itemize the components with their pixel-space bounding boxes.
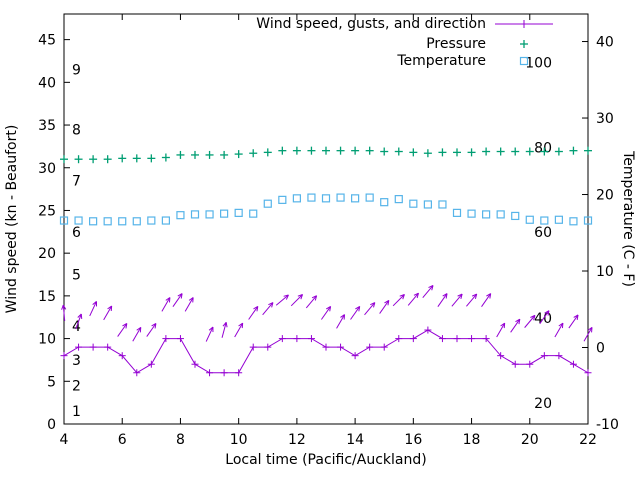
- beaufort-label: 8: [72, 122, 81, 138]
- y-left-tick-label: 10: [38, 332, 56, 348]
- y-left-tick-label: 25: [38, 203, 56, 219]
- fahrenheit-label: 100: [525, 55, 552, 71]
- y-right-tick-label: -10: [596, 417, 619, 433]
- y-left-tick-label: 30: [38, 161, 56, 177]
- x-tick-label: 20: [521, 432, 539, 448]
- fahrenheit-label: 60: [534, 225, 552, 241]
- y-right-tick-label: 30: [596, 111, 614, 127]
- gust-direction-arrows: [61, 285, 593, 342]
- y-right-tick-label: 20: [596, 188, 614, 204]
- plot-border-and-ticks: [63, 13, 589, 425]
- y-right-tick-label: 0: [596, 341, 605, 357]
- beaufort-label: 7: [72, 174, 81, 190]
- beaufort-label: 9: [72, 63, 81, 79]
- y-right-axis-title: Temperature (C - F): [620, 150, 636, 287]
- y-right-tick-label: 10: [596, 264, 614, 280]
- legend: Wind speed, gusts, and direction Pressure…: [256, 16, 553, 69]
- x-tick-label: 6: [118, 432, 127, 448]
- x-tick-label: 14: [346, 432, 364, 448]
- legend-label: Pressure: [426, 36, 486, 52]
- y-left-tick-label: 15: [38, 289, 56, 305]
- beaufort-label: 3: [72, 353, 81, 369]
- y-left-tick-label: 0: [47, 417, 56, 433]
- y-right-tick-label: 40: [596, 35, 614, 51]
- x-tick-label: 10: [230, 432, 248, 448]
- x-tick-label: 4: [60, 432, 69, 448]
- x-tick-label: 22: [579, 432, 597, 448]
- y-left-tick-label: 45: [38, 33, 56, 49]
- wind-speed-series: [60, 326, 592, 377]
- legend-square-marker: [519, 56, 529, 66]
- legend-label: Wind speed, gusts, and direction: [256, 16, 486, 32]
- fahrenheit-scale-labels: 20406080100: [525, 55, 552, 411]
- temperature-series: [59, 193, 593, 226]
- y-left-tick-label: 20: [38, 246, 56, 262]
- x-tick-label: 12: [288, 432, 306, 448]
- y-axis-left: 0 5 10 15 20 25 30 35 40 45: [38, 33, 70, 433]
- legend-label: Temperature: [396, 53, 486, 69]
- y-axis-right: -10 0 10 20 30 40: [582, 35, 619, 433]
- pressure-series: [60, 146, 592, 164]
- y-left-axis-title: Wind speed (kn - Beaufort): [4, 125, 20, 314]
- beaufort-label: 6: [72, 225, 81, 241]
- x-tick-label: 16: [404, 432, 422, 448]
- fahrenheit-label: 80: [534, 140, 552, 156]
- x-tick-label: 8: [176, 432, 185, 448]
- x-axis: 4 6 8 10 12 14 16 18 20 22: [60, 14, 597, 448]
- axis-titles: Wind speed (kn - Beaufort) Temperature (C…: [4, 125, 636, 468]
- y-left-tick-label: 40: [38, 75, 56, 91]
- x-tick-label: 18: [463, 432, 481, 448]
- fahrenheit-label: 20: [534, 396, 552, 412]
- x-axis-title: Local time (Pacific/Auckland): [225, 452, 426, 468]
- beaufort-scale-labels: 123456789: [72, 63, 81, 421]
- beaufort-label: 5: [72, 268, 81, 284]
- beaufort-label: 2: [72, 379, 81, 395]
- beaufort-label: 1: [72, 404, 81, 420]
- y-left-tick-label: 35: [38, 118, 56, 134]
- y-left-tick-label: 5: [47, 374, 56, 390]
